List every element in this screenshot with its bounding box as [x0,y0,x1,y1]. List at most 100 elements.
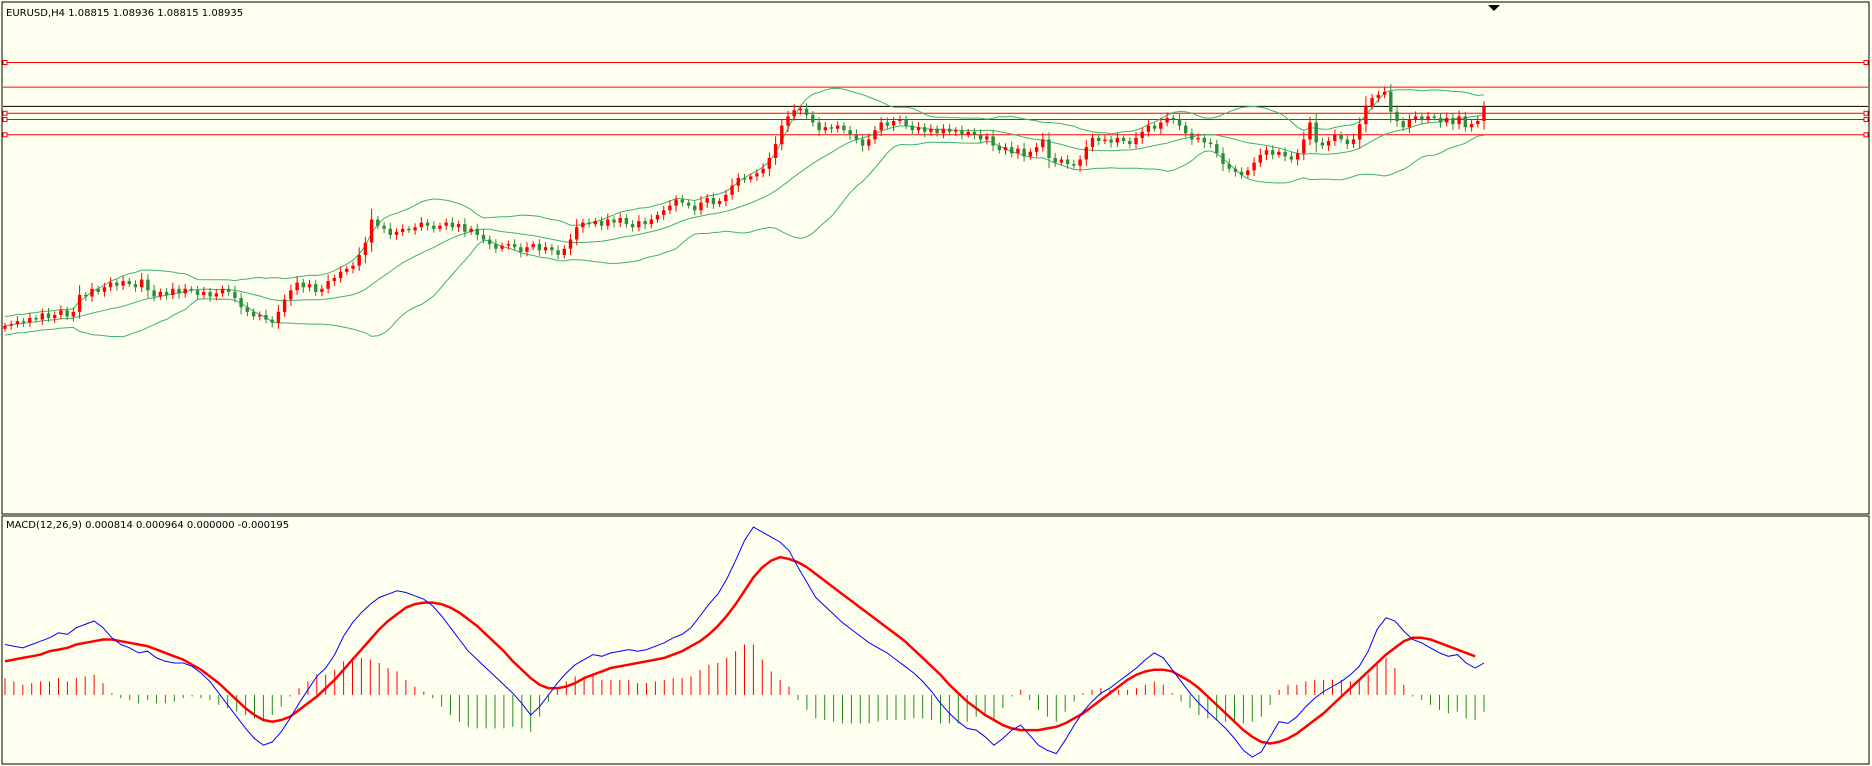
shift-marker-icon[interactable] [1488,5,1500,11]
candle [854,129,858,144]
level-line-1[interactable] [2,60,1869,65]
candle-body [202,291,206,295]
candle [1115,133,1119,147]
candle [59,305,63,320]
candle-body [15,321,20,325]
candle [233,285,237,303]
candle [1432,113,1436,121]
candle-body [152,290,156,297]
candle [848,125,852,140]
candle-body [786,116,790,126]
candle [1047,132,1051,169]
candle [550,243,554,256]
candle-body [432,225,436,229]
candle [1283,147,1287,162]
candle [885,117,890,130]
candle [28,313,32,327]
candle-body [214,293,218,297]
candle [929,124,933,136]
candle [432,221,436,233]
candle-body [1022,148,1026,157]
candle-body [910,125,914,131]
level-line-5[interactable] [2,132,1869,138]
candle-body [59,310,63,315]
candle [736,173,740,193]
candle [1227,158,1231,173]
candle-body [929,128,933,132]
candle [562,245,566,259]
candle-body [1426,116,1430,120]
candle-body [1432,116,1436,118]
candle-body [972,131,977,135]
candle-body [1227,164,1231,169]
candle [879,117,883,137]
candle-body [1333,134,1337,141]
candle [978,129,983,144]
macd-panel[interactable]: MACD(12,26,9) 0.000814 0.000964 0.000000… [1,515,1870,765]
candle-body [407,228,411,231]
candle-body [369,219,374,243]
candle-body [916,127,921,131]
candle [1109,136,1113,148]
candle [786,110,790,132]
candle [1059,156,1064,166]
candle [264,309,268,324]
candle [655,211,660,223]
candle [630,220,635,232]
candle [811,110,815,127]
main-panel[interactable]: EURUSD,H4 1.08815 1.08936 1.08815 1.0893… [1,1,1870,515]
candle-body [1445,117,1449,123]
candle [717,198,722,208]
candle-body [475,228,479,235]
candle-body [1072,164,1076,166]
candle [1022,142,1026,162]
candle [543,242,548,254]
candle [1165,112,1169,127]
candle [450,217,455,231]
candle [662,205,666,220]
candle [1333,129,1337,146]
level-line-3[interactable] [2,117,1869,122]
candle [1184,121,1188,138]
candle [1010,141,1014,158]
candle-body [1407,119,1412,128]
main-panel-frame [1,1,1870,515]
candle [941,124,945,139]
horizontal-levels[interactable] [2,60,1869,138]
candle-body [488,239,492,245]
candle-body [363,242,368,255]
candle [705,194,709,208]
candle [1072,159,1076,169]
candle [823,122,827,134]
candle [575,219,579,246]
candle-body [456,224,461,228]
candle [923,123,927,138]
candle-body [21,321,26,323]
candle-body [357,254,361,266]
candle [792,104,796,121]
candle-body [53,315,57,319]
candle [1426,111,1430,124]
candle [699,196,703,215]
candle [730,178,734,200]
candle-body [717,201,722,205]
candle-body [1264,150,1269,155]
candle-body [289,290,293,300]
candle [960,125,964,140]
candle [171,282,175,300]
level-line-4[interactable] [2,110,1869,116]
candle [587,218,591,228]
candle-body [264,315,268,320]
candle-body [966,131,970,135]
candle-body [1215,144,1219,154]
candle-body [711,198,716,205]
candle-body [736,178,740,186]
candle [1389,84,1393,123]
candle [1482,101,1486,130]
candle [140,273,144,292]
candle [239,293,243,315]
candle-body [1420,116,1424,120]
candle-body [618,218,622,223]
candle-body [1184,125,1188,134]
